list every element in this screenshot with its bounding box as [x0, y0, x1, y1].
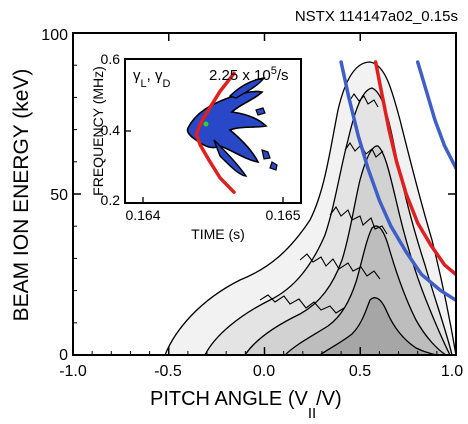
y-tick-label: 50: [50, 187, 68, 204]
inset-x-tick-label: 0.164: [125, 207, 160, 223]
main-axis-ticks: [72, 32, 457, 356]
contour-detail-b: [299, 253, 381, 280]
resonance-curve-1: [373, 60, 456, 277]
contour-map: [164, 60, 456, 355]
inset-fit-curve: [194, 71, 236, 194]
inset-fit-line: [194, 71, 236, 194]
x-tick-label: 1.0: [441, 363, 463, 380]
inset-y-tick-label: 0.6: [101, 51, 121, 67]
x-tick-label: 0.5: [349, 363, 371, 380]
x-axis-label-main: PITCH ANGLE (V: [150, 388, 308, 410]
x-tick-label: -0.5: [154, 363, 182, 380]
x-tick-label: 0.0: [253, 363, 275, 380]
contour-detail-e: [349, 93, 379, 108]
inset-gamma-d-sub: D: [162, 78, 170, 90]
contour-detail-c: [259, 294, 345, 314]
chart-title: NSTX 114147a02_0.15s: [295, 8, 458, 25]
inset-green-spot: [203, 121, 209, 127]
y-tick-label: 100: [41, 27, 68, 44]
inset-spectrogram: [186, 71, 278, 194]
inset-y-tick-label: 0.2: [101, 192, 121, 208]
contour-level-5: [318, 297, 441, 355]
plot-area: [164, 60, 456, 355]
inset-mode-fragment: [255, 107, 278, 171]
inset-gamma-l: γ: [133, 67, 141, 84]
inset-rate-value: 2.25 x 10: [209, 67, 271, 84]
inset-growth-label: γL, γD: [133, 67, 170, 90]
inset-axis-ticks: [125, 58, 284, 204]
resonance-curve-0: [339, 60, 456, 303]
inset-x-tick-label: 0.165: [265, 207, 300, 223]
inset-rate-label: 2.25 x 105/s: [209, 65, 289, 84]
x-axis-label-sub: II: [308, 405, 316, 422]
inset-chart: FREQUENCY (MHz) TIME (s) 0.6 0.4 0.2 0.1…: [90, 51, 302, 242]
inset-x-axis-label: TIME (s): [191, 226, 245, 242]
resonance-curves: [339, 60, 456, 303]
inset-y-tick-label: 0.4: [101, 122, 121, 138]
inset-mode-tail: [213, 77, 266, 177]
x-tick-label: -1.0: [59, 363, 87, 380]
y-tick-label: 0: [59, 347, 68, 364]
inset-gamma-sep: , γ: [147, 67, 163, 84]
y-axis-label: BEAM ION ENERGY (keV): [10, 69, 33, 322]
x-axis-label: PITCH ANGLE (VII/V): [150, 388, 342, 422]
contour-detail-a: [329, 205, 388, 235]
resonance-curve-2: [415, 60, 456, 170]
inset-rate-unit: /s: [277, 67, 289, 84]
x-axis-label-end: /V): [316, 388, 342, 410]
contour-level-4: [284, 225, 448, 355]
inset-y-axis-label: FREQUENCY (MHz): [90, 66, 106, 196]
inset-gamma-l-sub: L: [141, 78, 147, 90]
inset-rate-exp: 5: [271, 65, 277, 77]
